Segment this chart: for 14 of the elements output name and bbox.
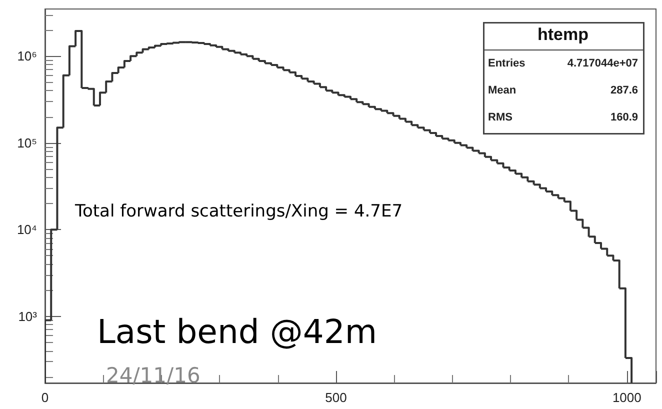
x-tick-label: 1000 bbox=[612, 390, 642, 405]
annotation: Total forward scatterings/Xing = 4.7E7 bbox=[74, 202, 403, 222]
x-tick-label: 0 bbox=[41, 390, 49, 405]
text: Entries 4.717044e+07 bbox=[488, 58, 638, 70]
y-tick-label: 10³ bbox=[18, 308, 38, 324]
annotation: Last bend @42m bbox=[97, 312, 377, 351]
y-tick-label: 10⁶ bbox=[17, 48, 37, 64]
annotation: htemp bbox=[538, 25, 588, 44]
annotation: 24/11/16 bbox=[106, 364, 200, 388]
text: Mean 287.6 bbox=[488, 84, 638, 96]
y-tick-label: 10⁴ bbox=[16, 222, 37, 238]
x-tick-label: 500 bbox=[325, 390, 347, 405]
y-tick-label: 10⁵ bbox=[17, 135, 37, 150]
text: RMS 160.9 bbox=[488, 112, 638, 124]
